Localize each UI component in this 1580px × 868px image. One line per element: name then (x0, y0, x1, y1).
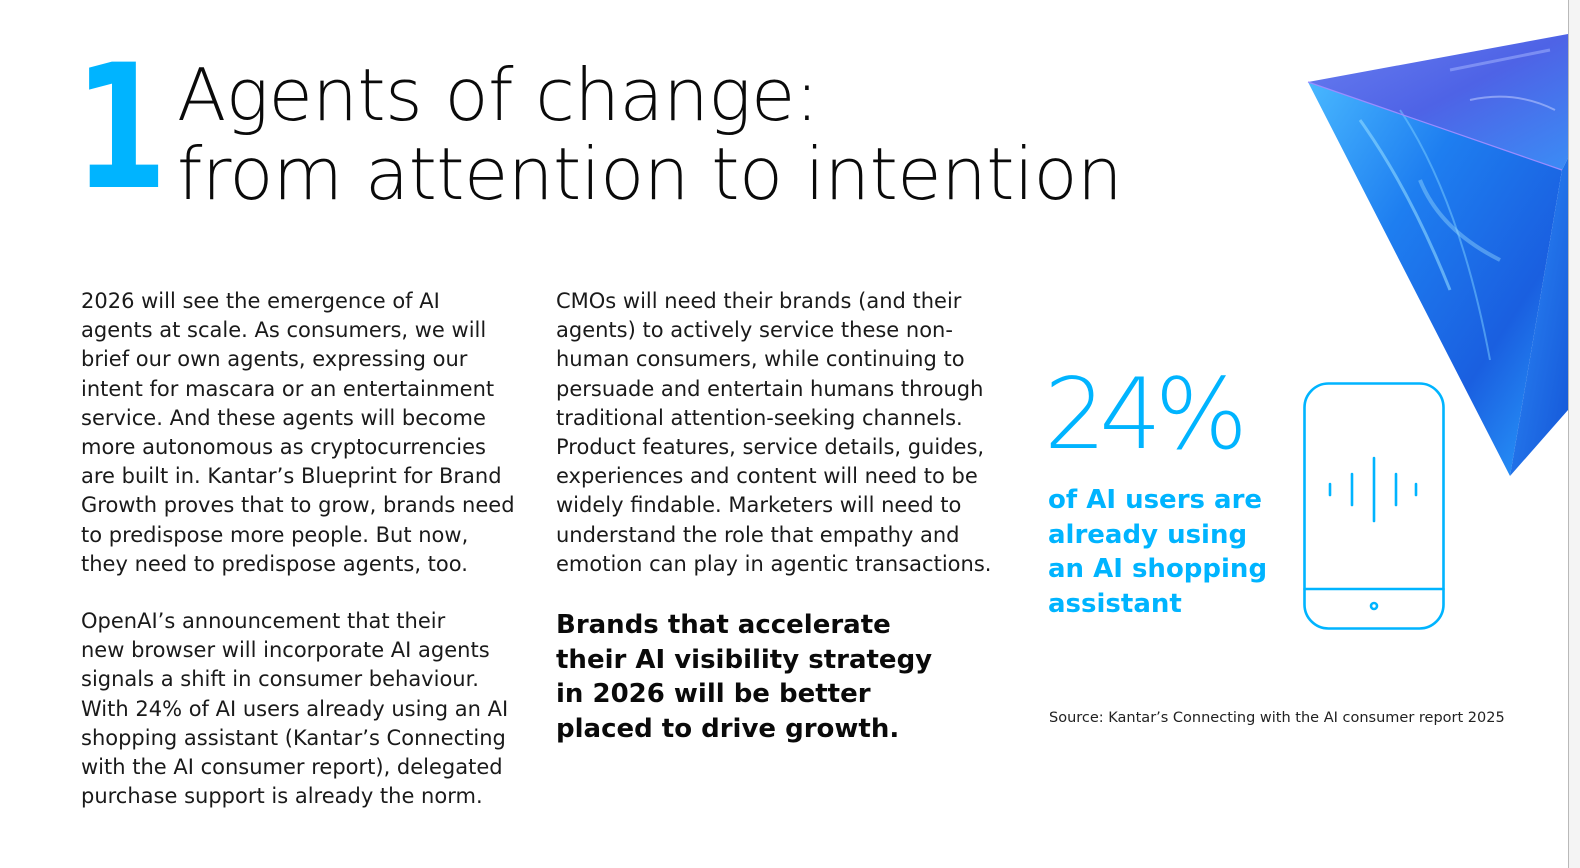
column2-paragraph1: CMOs will need their brands (and their a… (556, 287, 991, 579)
text-line: CMOs will need their brands (and their (556, 289, 962, 313)
blue-pyramid-image (1307, 34, 1568, 476)
text-line: human consumers, while continuing to (556, 347, 965, 372)
text-line: signals a shift in consumer behaviour. (81, 667, 479, 692)
phone-home-button (1369, 601, 1379, 611)
pyramid-top-face (1308, 34, 1568, 170)
column1-paragraph1: 2026 will see the emergence of AI agents… (81, 287, 515, 579)
text-line: with the AI consumer report), delegated (81, 755, 503, 780)
smartphone-voice-icon (1303, 382, 1445, 630)
text-line: intent for mascara or an entertainment (81, 376, 495, 401)
text-line: purchase support is already the norm. (81, 784, 483, 809)
text-line: Product features, service details, guide… (556, 435, 985, 460)
text-line: experiences and content will need to be (556, 464, 978, 489)
stat-label-line: an AI shopping (1048, 554, 1268, 584)
callout-line: Brands that accelerate (556, 610, 891, 640)
text-line: widely findable. Marketers will need to (556, 493, 962, 518)
title-line: from attention to intention (177, 132, 1123, 216)
phone-body (1303, 382, 1445, 630)
text-line: shopping assistant (Kantar’s Connecting (81, 725, 506, 750)
page-edge (1568, 0, 1580, 868)
stat-label-line: already using (1048, 519, 1248, 550)
stat-label-line: of AI users are (1048, 485, 1263, 515)
stat-value: 24% (1044, 358, 1248, 472)
text-line: agents at scale. As consumers, we will (81, 318, 487, 343)
text-line: persuade and entertain humans through (556, 376, 984, 401)
text-line: service. And these agents will become (81, 405, 486, 430)
callout-quote: Brands that accelerate their AI visibili… (556, 608, 932, 746)
stat-label: of AI users are already using an AI shop… (1048, 483, 1267, 621)
callout-line: placed to drive growth. (556, 713, 900, 744)
section-number: 1 (74, 27, 167, 228)
title-line: Agents of change: (177, 53, 819, 137)
text-line: Growth proves that to grow, brands need (81, 493, 515, 518)
stat-label-line: assistant (1048, 588, 1182, 619)
column1-paragraph2: OpenAI’s announcement that their new bro… (81, 607, 508, 811)
callout-line: in 2026 will be better (556, 679, 871, 709)
pyramid-right-face (1510, 158, 1568, 476)
text-line: understand the role that empathy and (556, 522, 960, 547)
text-line: they need to predispose agents, too. (81, 551, 468, 576)
text-line: traditional attention-seeking channels. (556, 405, 963, 430)
pyramid-left-face (1308, 82, 1562, 476)
text-line: 2026 will see the emergence of AI (81, 289, 440, 313)
text-line: are built in. Kantar’s Blueprint for Bra… (81, 464, 502, 489)
text-line: new browser will incorporate AI agents (81, 638, 490, 663)
source-note: Source: Kantar’s Connecting with the AI … (1049, 710, 1505, 726)
text-line: OpenAI’s announcement that their (81, 609, 446, 633)
page-title: Agents of change: from attention to inte… (177, 53, 1123, 216)
callout-line: their AI visibility strategy (556, 644, 933, 675)
text-line: brief our own agents, expressing our (81, 347, 468, 372)
text-line: With 24% of AI users already using an AI (81, 696, 509, 721)
text-line: to predispose more people. But now, (81, 522, 469, 547)
text-line: more autonomous as cryptocurrencies (81, 435, 486, 460)
text-line: agents) to actively service these non- (556, 318, 953, 343)
text-line: emotion can play in agentic transactions… (556, 551, 992, 576)
